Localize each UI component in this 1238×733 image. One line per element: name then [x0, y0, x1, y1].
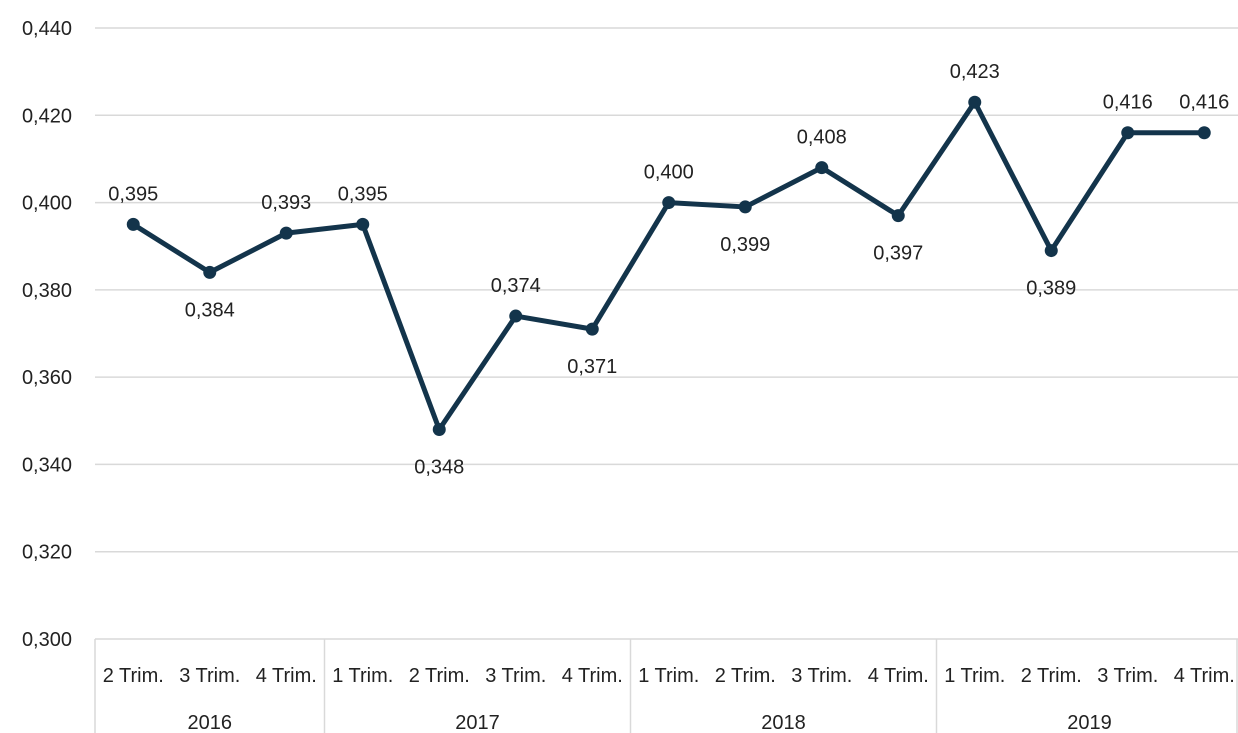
data-label: 0,400 [644, 162, 694, 184]
year-label: 2016 [188, 712, 233, 733]
data-label: 0,393 [261, 192, 311, 214]
data-label: 0,416 [1103, 92, 1153, 114]
data-point [432, 423, 446, 437]
y-tick-label: 0,340 [22, 454, 72, 476]
y-tick-label: 0,360 [22, 367, 72, 389]
data-point [203, 265, 217, 279]
data-labels: 0,395 0,384 0,393 0,395 0,348 0,374 0,371 0,400… [108, 61, 1229, 478]
y-tick-label: 0,300 [22, 629, 72, 651]
data-label: 0,374 [491, 275, 541, 297]
y-tick-label: 0,440 [22, 18, 72, 40]
data-point [738, 200, 752, 214]
x-tick-label: 1 Trim. [638, 665, 699, 687]
y-axis-ticks: 0,300 0,320 0,340 0,360 0,380 0,400 0,420 0,440 [22, 18, 72, 651]
x-tick-label: 4 Trim. [256, 665, 317, 687]
x-tick-label: 1 Trim. [332, 665, 393, 687]
data-point [662, 196, 676, 210]
x-axis: 2 Trim. 3 Trim. 4 Trim. 1 Trim. 2 Trim. 3 Tri… [94, 639, 1238, 733]
x-tick-label: 2 Trim. [1021, 665, 1082, 687]
data-point [1121, 126, 1135, 140]
year-label: 2017 [455, 712, 500, 733]
series-polyline [130, 99, 1207, 433]
gridlines [95, 27, 1238, 640]
data-label: 0,395 [338, 183, 388, 205]
x-tick-label: 2 Trim. [103, 665, 164, 687]
data-point [968, 95, 982, 109]
x-tick-label: 2 Trim. [409, 665, 470, 687]
y-tick-label: 0,400 [22, 193, 72, 215]
data-point [815, 161, 829, 175]
x-tick-label: 3 Trim. [1097, 665, 1158, 687]
data-label: 0,389 [1026, 278, 1076, 300]
x-tick-label: 4 Trim. [868, 665, 929, 687]
series-line [126, 95, 1211, 437]
data-label: 0,384 [185, 299, 235, 321]
y-tick-label: 0,320 [22, 542, 72, 564]
data-label: 0,348 [414, 457, 464, 479]
data-point [585, 322, 599, 336]
x-tick-label: 3 Trim. [179, 665, 240, 687]
x-tick-label: 3 Trim. [791, 665, 852, 687]
data-point [509, 309, 523, 323]
x-tick-label: 2 Trim. [715, 665, 776, 687]
data-label: 0,397 [873, 243, 923, 265]
data-label: 0,423 [950, 61, 1000, 83]
year-label: 2019 [1067, 712, 1112, 733]
data-point [1197, 126, 1211, 140]
data-label: 0,395 [108, 183, 158, 205]
x-tick-label: 4 Trim. [562, 665, 623, 687]
data-label: 0,408 [797, 127, 847, 149]
data-label: 0,416 [1179, 92, 1229, 114]
data-label: 0,399 [720, 234, 770, 256]
data-point [356, 217, 370, 231]
data-point [126, 217, 140, 231]
x-tick-label: 3 Trim. [485, 665, 546, 687]
data-label: 0,371 [567, 356, 617, 378]
data-point [1044, 244, 1058, 258]
data-point [279, 226, 293, 240]
x-tick-label: 4 Trim. [1174, 665, 1235, 687]
y-tick-label: 0,420 [22, 105, 72, 127]
y-tick-label: 0,380 [22, 280, 72, 302]
data-point [891, 209, 905, 223]
x-tick-label: 1 Trim. [944, 665, 1005, 687]
year-label: 2018 [761, 712, 806, 733]
